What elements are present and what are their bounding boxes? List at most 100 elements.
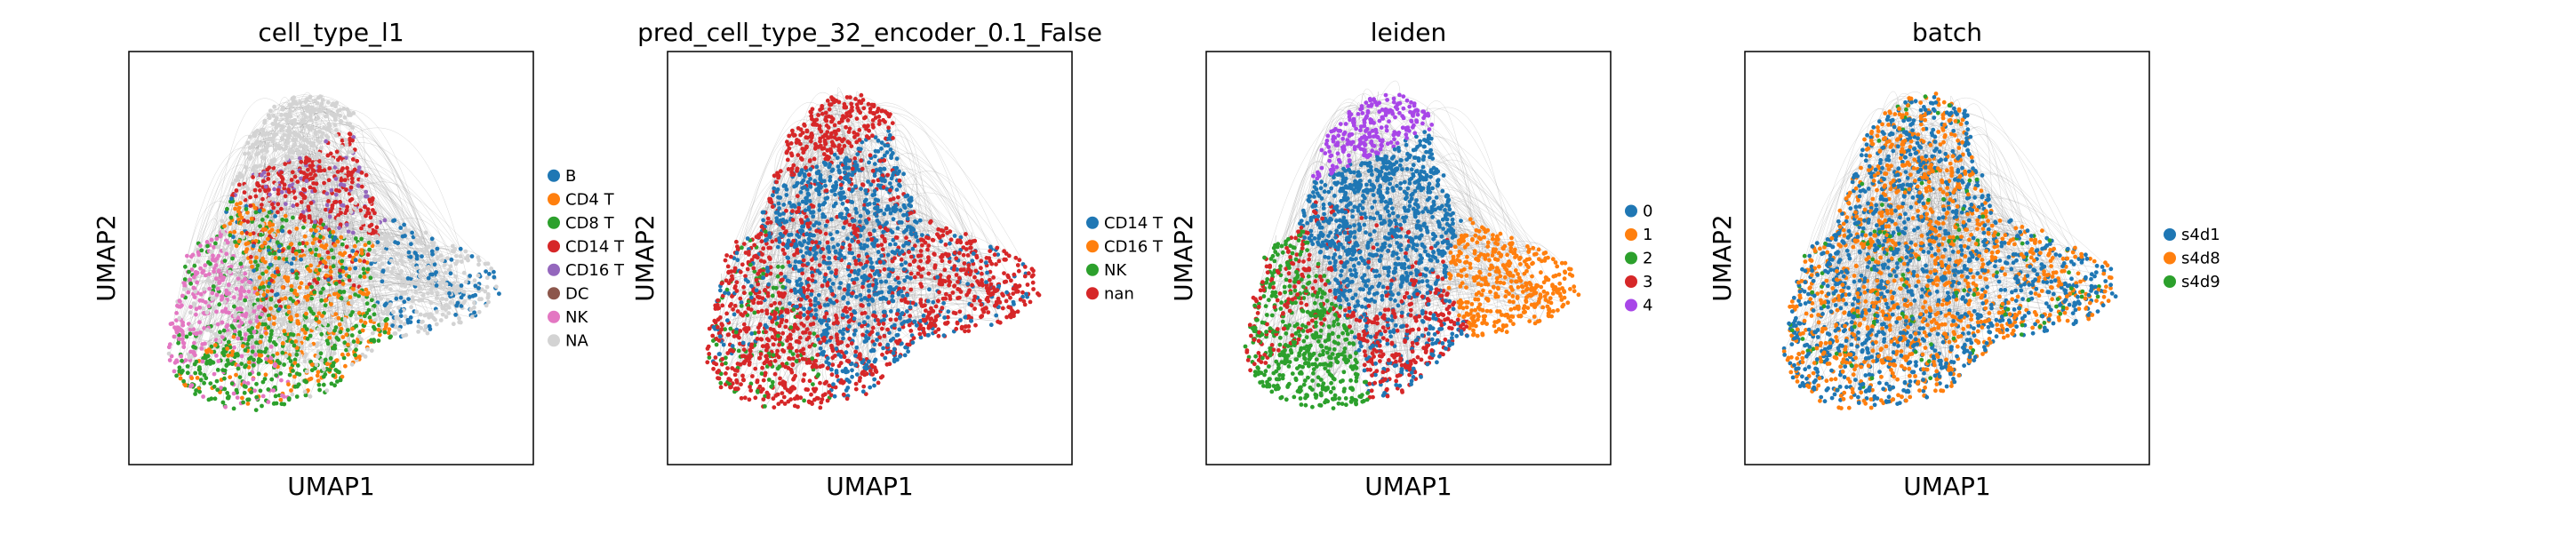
cell-point: [292, 361, 298, 365]
cell-point: [276, 202, 281, 207]
cell-point: [363, 204, 367, 210]
graph-edge: [822, 147, 940, 314]
graph-edge: [321, 274, 436, 294]
plot-area: [166, 91, 501, 412]
graph-edge: [357, 181, 465, 310]
cell-point: [185, 370, 190, 376]
cell-point: [847, 126, 852, 131]
graph-edge: [762, 220, 887, 225]
cell-point: [248, 203, 253, 209]
cell-point: [241, 400, 245, 405]
cell-point: [312, 307, 317, 313]
cell-point: [410, 295, 415, 300]
cell-point: [352, 243, 357, 249]
cell-point: [345, 165, 349, 171]
cell-point: [280, 105, 285, 110]
cell-point: [286, 310, 292, 314]
cell-point: [245, 219, 251, 224]
graph-edge: [727, 338, 751, 370]
cell-point: [362, 274, 367, 280]
graph-edge: [317, 293, 455, 348]
cell-point: [405, 317, 411, 322]
graph-edge: [371, 282, 412, 301]
cell-point: [218, 279, 223, 283]
cell-point: [364, 292, 370, 297]
cell-point: [212, 269, 217, 274]
cell-point: [190, 252, 196, 258]
cell-point: [239, 321, 244, 325]
graph-edge: [308, 153, 335, 240]
graph-edge: [899, 184, 992, 285]
cell-point: [205, 278, 211, 283]
cell-point: [276, 228, 281, 234]
cell-point: [211, 360, 216, 365]
cell-point: [382, 330, 388, 335]
cell-point: [796, 153, 801, 158]
cell-point: [453, 261, 459, 266]
cell-point: [332, 291, 337, 297]
cell-point: [181, 345, 187, 350]
cell-point: [326, 178, 332, 183]
cell-point: [348, 266, 352, 271]
cell-point: [349, 299, 355, 304]
cell-point: [348, 346, 352, 352]
graph-edge: [812, 132, 848, 159]
cell-point: [305, 336, 310, 341]
cell-point: [270, 202, 275, 207]
legend-item: CD16 T: [548, 261, 625, 280]
cell-point: [435, 309, 439, 314]
cell-point: [888, 317, 893, 322]
cell-point: [807, 199, 812, 203]
cell-point: [333, 133, 339, 139]
cell-point: [292, 374, 297, 379]
cell-point: [908, 227, 914, 233]
cell-point: [901, 171, 906, 177]
cell-point: [230, 256, 235, 261]
cell-point: [420, 320, 424, 324]
graph-edge: [340, 147, 382, 330]
cell-point: [411, 263, 416, 268]
graph-edge: [315, 171, 460, 251]
cell-point: [1004, 298, 1009, 304]
cell-point: [262, 211, 268, 217]
cell-point: [293, 339, 299, 344]
cell-point: [269, 289, 275, 294]
cell-point: [271, 311, 276, 315]
cell-point: [301, 117, 306, 123]
graph-edge: [821, 105, 956, 267]
cell-point: [418, 268, 423, 274]
cell-point: [266, 171, 271, 177]
cell-point: [364, 213, 368, 219]
cell-point: [294, 371, 300, 376]
cell-point: [350, 138, 355, 143]
cell-point: [222, 299, 228, 305]
cell-point: [795, 194, 800, 199]
cell-point: [276, 269, 280, 274]
cell-point: [786, 167, 791, 171]
cell-point: [253, 408, 259, 412]
cell-point: [392, 218, 397, 223]
cell-point: [326, 122, 332, 127]
cell-point: [199, 248, 204, 253]
cell-point: [263, 322, 268, 327]
cell-point: [947, 279, 951, 283]
cell-point: [191, 301, 196, 306]
cell-point: [356, 183, 361, 188]
cell-point: [368, 215, 373, 220]
cell-point: [711, 338, 716, 343]
cell-point: [228, 215, 234, 220]
cell-point: [213, 276, 219, 282]
cell-point: [370, 306, 375, 312]
cell-point: [251, 167, 255, 172]
cell-point: [351, 135, 356, 139]
graph-edge: [848, 243, 949, 362]
graph-edge: [826, 113, 836, 167]
cell-point: [245, 402, 251, 406]
cell-point: [331, 255, 336, 260]
cell-point: [213, 241, 218, 246]
cell-point: [262, 308, 268, 313]
cell-point: [780, 362, 785, 367]
cell-point: [244, 363, 248, 368]
graph-edge: [832, 99, 876, 133]
cell-point: [276, 243, 282, 249]
